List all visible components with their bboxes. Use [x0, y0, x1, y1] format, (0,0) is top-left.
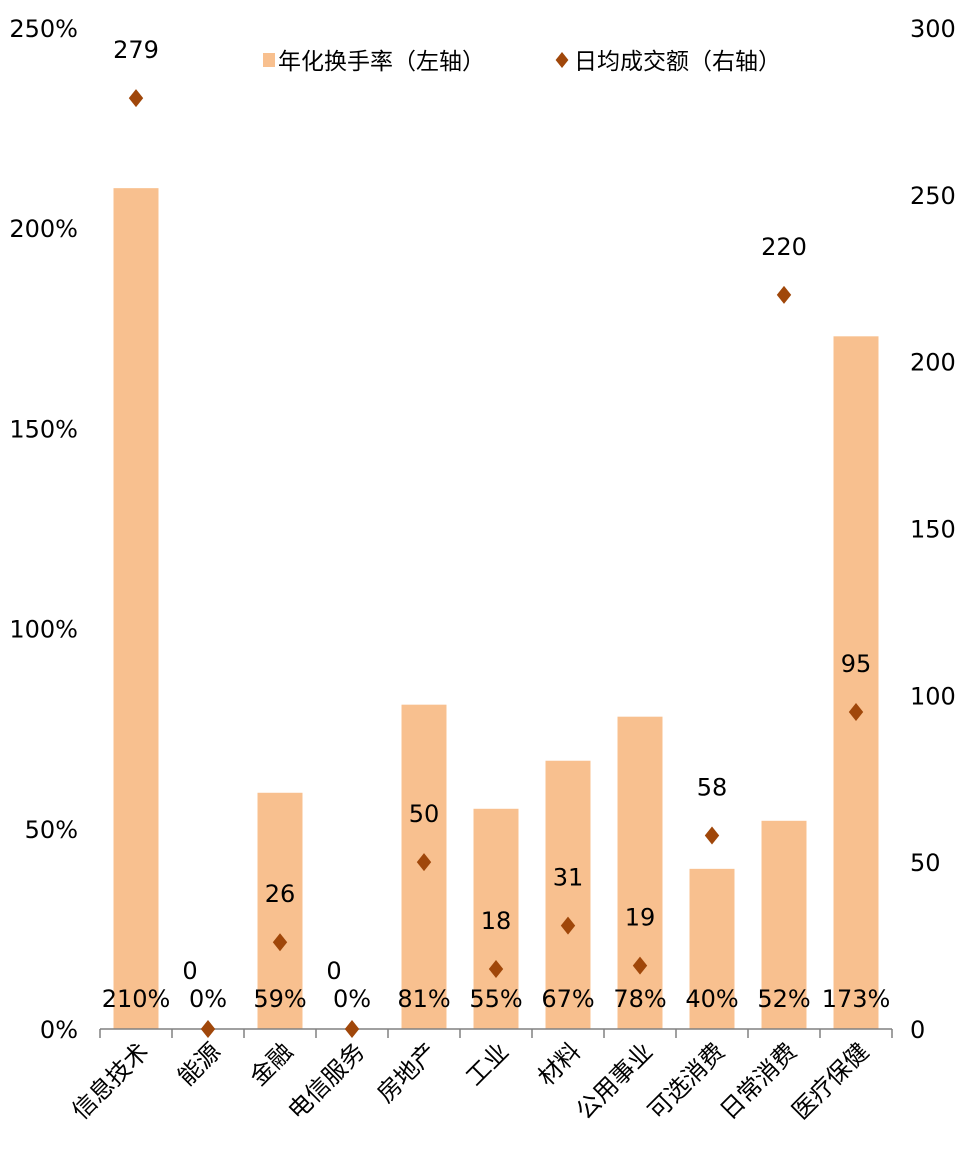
category-label: 医疗保健 — [787, 1037, 875, 1125]
marker-value-label: 50 — [409, 800, 440, 828]
category-label: 金融 — [245, 1037, 299, 1091]
category-label: 房地产 — [372, 1037, 443, 1108]
right-axis-tick-label: 200 — [910, 349, 956, 377]
left-axis: 0% 50% 100% 150% 200% 250% — [9, 15, 78, 1044]
marker-7 — [560, 916, 576, 935]
marker-2 — [200, 1020, 216, 1038]
right-axis-tick-label: 50 — [910, 849, 941, 877]
right-axis-tick-label: 250 — [910, 182, 956, 210]
right-axis-tick-label: 0 — [910, 1016, 925, 1044]
bar-value-label: 0% — [189, 985, 227, 1013]
left-axis-tick-label: 200% — [9, 215, 78, 243]
bar-value-label: 52% — [757, 985, 810, 1013]
marker-8 — [632, 956, 648, 975]
bar-9 — [689, 868, 735, 1029]
marker-1 — [128, 89, 144, 108]
marker-6 — [488, 959, 504, 978]
left-axis-tick-label: 100% — [9, 616, 78, 644]
bar-value-label: 173% — [822, 985, 891, 1013]
legend-marker-label: 日均成交额（右轴） — [574, 49, 781, 75]
category-label: 能源 — [173, 1037, 227, 1091]
marker-value-label: 58 — [697, 773, 728, 801]
bar-value-label: 40% — [685, 985, 738, 1013]
marker-value-label: 19 — [625, 904, 656, 932]
legend-bar-swatch — [263, 53, 275, 67]
bar-6 — [473, 808, 519, 1029]
marker-5 — [416, 853, 432, 872]
category-label: 信息技术 — [67, 1037, 155, 1125]
marker-10 — [776, 285, 792, 304]
marker-value-label: 18 — [481, 907, 512, 935]
bar-value-label: 78% — [613, 985, 666, 1013]
bar-value-label: 59% — [253, 985, 306, 1013]
labels-layer: 210% 0% 59% 0% 81% 55% 67% 78% 40% 52% 173% 279 0 26 0… — [102, 36, 891, 1013]
bar-value-label: 0% — [333, 985, 371, 1013]
legend-marker-swatch — [555, 52, 569, 68]
bar-10 — [761, 820, 807, 1029]
right-axis-tick-label: 150 — [910, 516, 956, 544]
category-label: 材料 — [533, 1037, 587, 1091]
category-label: 公用事业 — [571, 1037, 659, 1125]
left-axis-tick-label: 250% — [9, 15, 78, 43]
left-axis-tick-label: 150% — [9, 415, 78, 443]
marker-value-label: 220 — [761, 233, 807, 261]
legend-bar-label: 年化换手率（左轴） — [278, 49, 485, 75]
right-axis: 0 50 100 150 200 250 300 — [910, 15, 956, 1044]
right-axis-tick-label: 300 — [910, 15, 956, 43]
x-ticks-layer — [99, 1029, 893, 1038]
bar-value-label: 81% — [397, 985, 450, 1013]
bar-11 — [833, 336, 879, 1030]
bars-layer — [113, 188, 879, 1030]
marker-4 — [344, 1020, 360, 1038]
category-label: 可选消费 — [643, 1037, 731, 1125]
right-axis-tick-label: 100 — [910, 682, 956, 710]
marker-value-label: 26 — [265, 880, 296, 908]
marker-value-label: 31 — [553, 864, 584, 892]
bar-value-label: 55% — [469, 985, 522, 1013]
marker-11 — [848, 703, 864, 722]
bar-1 — [113, 188, 159, 1029]
marker-9 — [704, 826, 720, 845]
bar-value-label: 67% — [541, 985, 594, 1013]
legend: 年化换手率（左轴） 日均成交额（右轴） — [263, 49, 781, 75]
bar-value-label: 210% — [102, 985, 171, 1013]
category-label: 工业 — [461, 1037, 515, 1091]
category-label: 电信服务 — [283, 1037, 371, 1125]
bar-7 — [545, 760, 591, 1029]
bar-3 — [257, 792, 303, 1029]
left-axis-tick-label: 0% — [40, 1016, 78, 1044]
bar-8 — [617, 716, 663, 1029]
marker-value-label: 0 — [182, 957, 197, 985]
marker-value-label: 0 — [326, 957, 341, 985]
marker-value-label: 279 — [113, 36, 159, 64]
marker-value-label: 95 — [841, 650, 872, 678]
category-label: 日常消费 — [715, 1037, 803, 1125]
marker-3 — [272, 933, 288, 952]
markers-layer — [128, 89, 864, 1038]
left-axis-tick-label: 50% — [25, 816, 78, 844]
